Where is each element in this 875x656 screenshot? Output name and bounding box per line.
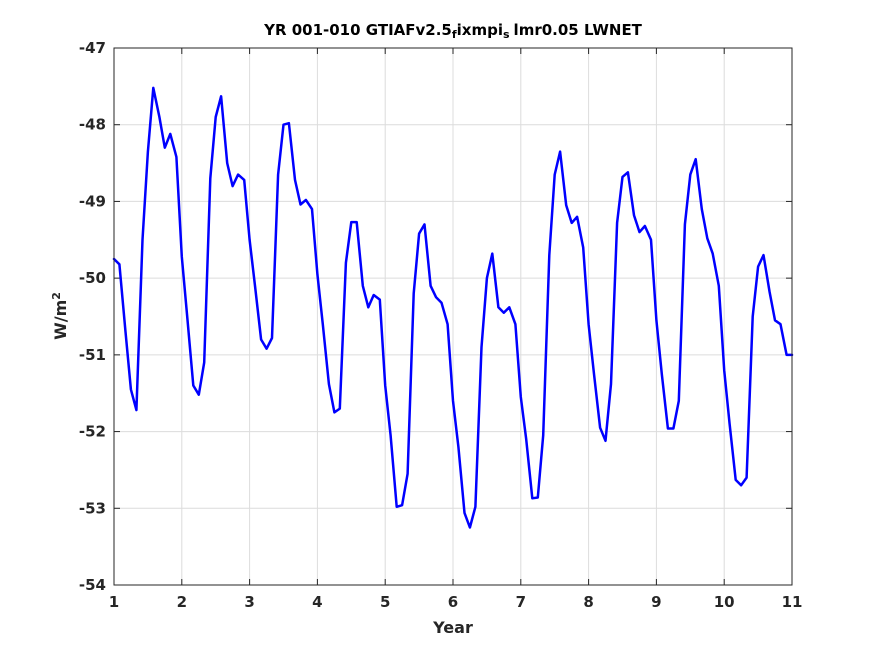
x-tick-label: 5	[380, 593, 390, 611]
y-axis-label-base: W/m	[51, 300, 70, 340]
y-tick-labels: -47 -48 -49 -50 -51 -52 -53 -54	[79, 39, 106, 594]
y-tick-label: -50	[79, 269, 106, 287]
x-tick-label: 3	[244, 593, 254, 611]
x-tick-label: 9	[651, 593, 661, 611]
title-sub-1: f	[452, 28, 457, 41]
y-tick-label: -53	[79, 499, 106, 517]
y-tick-label: -54	[79, 576, 106, 594]
y-tick-label: -52	[79, 423, 106, 441]
x-tick-label: 1	[109, 593, 119, 611]
x-tick-label: 7	[516, 593, 526, 611]
x-axis-label: Year	[432, 618, 473, 637]
series	[112, 86, 794, 529]
y-tick-label: -51	[79, 346, 106, 364]
title-sub-2: s	[503, 28, 510, 41]
axes-frame	[113, 47, 793, 586]
x-tick-label: 2	[177, 593, 187, 611]
x-tick-label: 4	[312, 593, 322, 611]
x-tick-label: 8	[583, 593, 593, 611]
x-tick-label: 6	[448, 593, 458, 611]
y-axis-label: W/m2	[50, 292, 71, 340]
x-tick-labels: 1 2 3 4 5 6 7 8 9 10 11	[109, 593, 803, 611]
x-tick-label: 11	[782, 593, 803, 611]
series-line	[112, 86, 794, 529]
title-mid: ixmpi	[457, 21, 503, 39]
y-tick-label: -47	[79, 39, 106, 57]
x-tick-label: 10	[714, 593, 735, 611]
chart-title: YR 001-010 GTIAFv2.5fixmpis lmr0.05 LWNET	[263, 21, 643, 41]
title-main: YR 001-010 GTIAFv2.5	[263, 21, 452, 39]
y-tick-label: -49	[79, 192, 106, 210]
y-tick-label: -48	[79, 116, 106, 134]
y-axis-label-sup: 2	[50, 292, 63, 300]
title-end: lmr0.05 LWNET	[514, 21, 643, 39]
